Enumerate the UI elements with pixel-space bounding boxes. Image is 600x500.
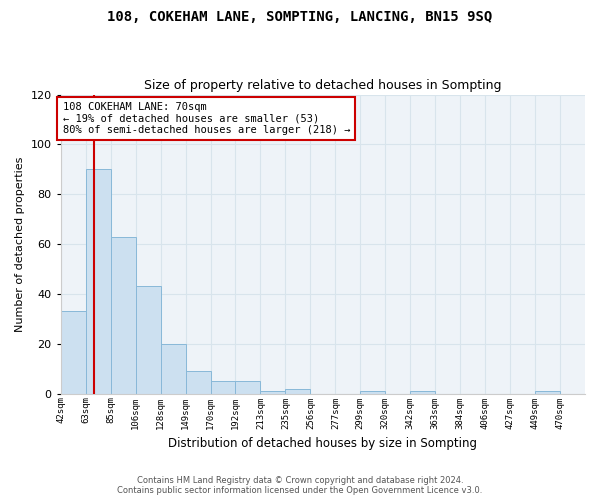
Title: Size of property relative to detached houses in Sompting: Size of property relative to detached ho… [144, 79, 502, 92]
Bar [136, 286, 161, 394]
Bar [161, 344, 185, 394]
Bar [110, 236, 136, 394]
Bar [61, 312, 86, 394]
Bar [410, 391, 435, 394]
Bar [211, 381, 235, 394]
Y-axis label: Number of detached properties: Number of detached properties [15, 156, 25, 332]
Bar [185, 371, 211, 394]
Bar [535, 391, 560, 394]
Bar [260, 391, 286, 394]
Text: Contains HM Land Registry data © Crown copyright and database right 2024.
Contai: Contains HM Land Registry data © Crown c… [118, 476, 482, 495]
Bar [286, 388, 310, 394]
Bar [235, 381, 260, 394]
Text: 108, COKEHAM LANE, SOMPTING, LANCING, BN15 9SQ: 108, COKEHAM LANE, SOMPTING, LANCING, BN… [107, 10, 493, 24]
Bar [86, 170, 110, 394]
Text: 108 COKEHAM LANE: 70sqm
← 19% of detached houses are smaller (53)
80% of semi-de: 108 COKEHAM LANE: 70sqm ← 19% of detache… [63, 102, 350, 135]
X-axis label: Distribution of detached houses by size in Sompting: Distribution of detached houses by size … [169, 437, 478, 450]
Bar [361, 391, 385, 394]
